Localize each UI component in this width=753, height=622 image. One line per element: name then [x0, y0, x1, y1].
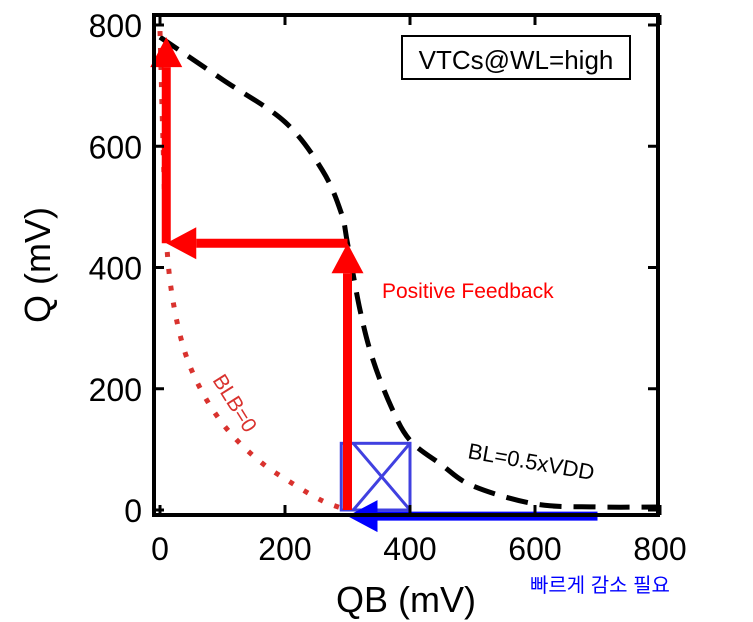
series-line-bl — [158, 35, 661, 510]
red-feedback-arrow — [331, 243, 364, 510]
legend-box: VTCs@WL=high — [401, 35, 631, 80]
red-feedback-arrow — [150, 37, 183, 244]
y-tick-label: 0 — [124, 493, 142, 529]
x-axis-label: QB (mV) — [336, 579, 476, 620]
x-tick-label: 200 — [258, 531, 311, 567]
annotation-positive-feedback: Positive Feedback — [382, 280, 554, 303]
x-tick-label: 600 — [508, 531, 561, 567]
legend-text: VTCs@WL=high — [419, 45, 614, 75]
series-label-bl: BL=0.5xVDD — [466, 438, 596, 485]
series-label-blb: BLB=0 — [208, 370, 261, 436]
y-tick-label: 400 — [89, 251, 142, 287]
y-tick-label: 600 — [89, 129, 142, 165]
red-feedback-arrow — [166, 227, 348, 260]
x-tick-label: 800 — [633, 531, 686, 567]
y-tick-label: 200 — [89, 372, 142, 408]
y-tick-label: 800 — [89, 8, 142, 44]
x-tick-label: 0 — [151, 531, 169, 567]
x-tick-label: 400 — [383, 531, 436, 567]
plot-frame — [152, 13, 660, 517]
y-axis-label: Q (mV) — [17, 207, 58, 323]
annotation-note: 빠르게 감소 필요 — [530, 574, 670, 597]
series-line-blb — [157, 30, 349, 513]
